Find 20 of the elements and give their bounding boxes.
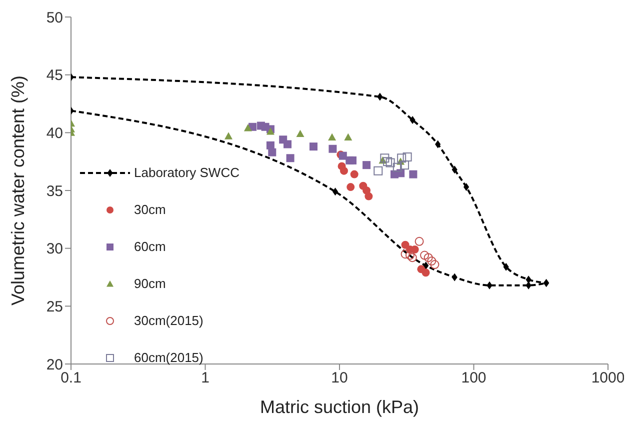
y-tick-label: 25 [46,298,63,316]
legend-label: 30cm [134,202,166,217]
y-tick-label: 20 [46,356,63,374]
legend-label: 60cm(2015) [134,350,204,365]
y-axis-title: Volumetric water content (%) [8,75,28,306]
x-tick-label: 0.1 [60,370,82,387]
y-tick-label: 45 [46,67,63,84]
x-tick-label: 100 [461,370,486,387]
x-axis-title: Matric suction (kPa) [260,397,420,417]
x-tick-label: 10 [331,370,348,387]
y-tick-label: 30 [46,240,63,258]
legend-label: Laboratory SWCC [134,165,240,180]
x-tick-label: 1000 [591,370,625,387]
y-tick-label: 40 [46,124,63,142]
legend-label: 30cm(2015) [134,313,204,328]
legend-label: 60cm [134,239,166,254]
legend-label: 90cm [134,276,166,291]
y-tick-label: 50 [46,9,63,26]
x-tick-label: 1 [201,370,210,387]
y-tick-label: 35 [46,182,63,200]
